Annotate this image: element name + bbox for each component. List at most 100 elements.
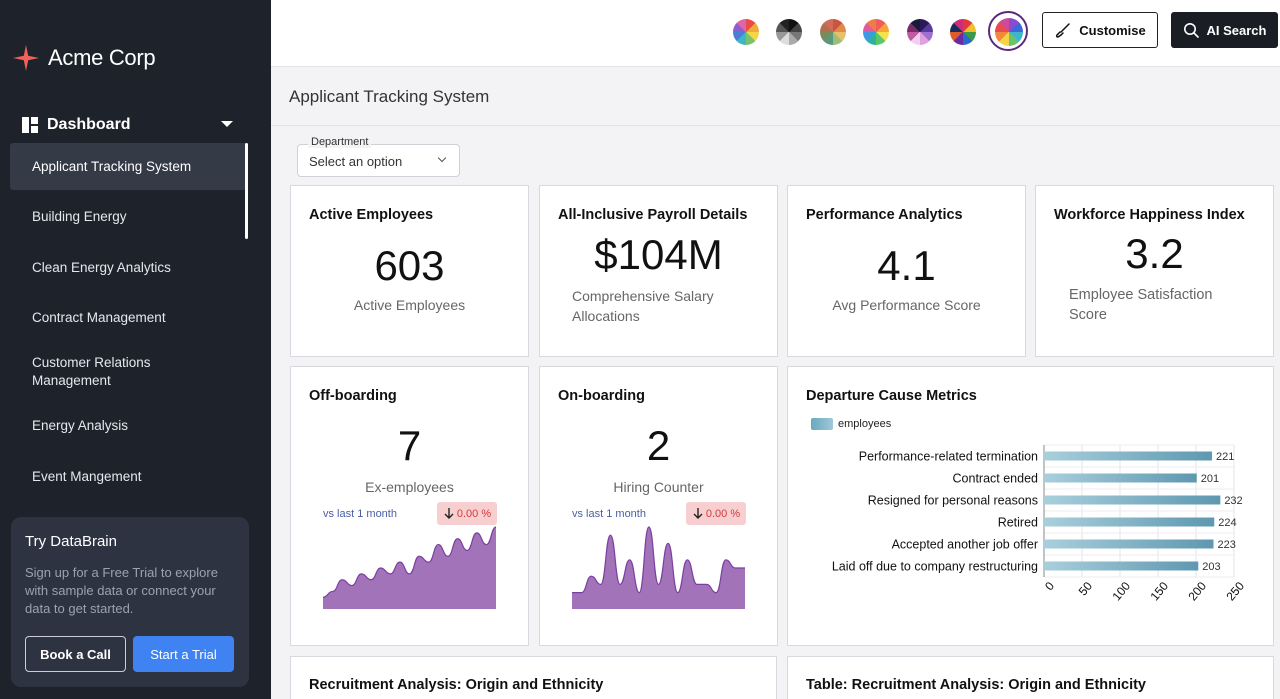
start-trial-button[interactable]: Start a Trial	[133, 636, 234, 672]
book-call-button[interactable]: Book a Call	[25, 636, 126, 672]
offboarding-sparkline-area	[323, 527, 496, 609]
kpi-value: $104M	[594, 231, 723, 278]
bar-value-label: 232	[1224, 495, 1242, 507]
kpi-value: 603	[374, 242, 445, 289]
customise-label: Customise	[1079, 22, 1146, 38]
kpi-value: 4.1	[877, 242, 936, 289]
bar[interactable]	[1044, 495, 1221, 505]
bar[interactable]	[1044, 561, 1199, 571]
bar-category-label: Retired	[998, 516, 1038, 530]
bar[interactable]	[1044, 517, 1215, 527]
palette-bold-icon[interactable]	[950, 19, 976, 45]
search-icon	[1183, 23, 1199, 38]
x-tick-label: 100	[1109, 579, 1133, 604]
star-logo-icon	[13, 45, 39, 71]
brand[interactable]: Acme Corp	[12, 42, 156, 74]
sidebar-item-energy-analysis[interactable]: Energy Analysis	[32, 418, 129, 433]
palette-earth-icon[interactable]	[820, 19, 846, 45]
bar-value-label: 223	[1217, 539, 1235, 551]
trend-comparison-label: vs last 1 month	[323, 508, 397, 520]
palette-rainbow-icon[interactable]	[733, 19, 759, 45]
kpi-title: All-Inclusive Payroll Details	[558, 207, 748, 223]
department-select[interactable]: Department Select an option	[297, 136, 460, 177]
recruitment-table-card: Table: Recruitment Analysis: Origin and …	[787, 656, 1274, 699]
bar-category-label: Laid off due to company restructuring	[832, 560, 1038, 574]
bar-category-label: Accepted another job offer	[892, 538, 1038, 552]
ai-search-label: AI Search	[1206, 22, 1267, 38]
sidebar-item-crm[interactable]: Customer Relations Management	[32, 355, 151, 388]
kpi-subtitle: Comprehensive Salary Allocations	[572, 288, 714, 324]
dashboard-icon	[22, 117, 38, 133]
trend-title: Off-boarding	[309, 388, 397, 404]
card-title: Table: Recruitment Analysis: Origin and …	[806, 677, 1146, 693]
trend-delta-value: 0.00 %	[705, 507, 741, 520]
trend-title: On-boarding	[558, 388, 645, 404]
sidebar-item-contract-management[interactable]: Contract Management	[32, 310, 166, 325]
sidebar-item-building-energy[interactable]: Building Energy	[32, 209, 127, 224]
legend-label: employees	[838, 418, 892, 430]
chart-legend[interactable]: employees	[811, 418, 891, 430]
customise-button[interactable]: Customise	[1042, 12, 1158, 48]
onboarding-sparkline-line	[572, 526, 745, 594]
page-title: Applicant Tracking System	[289, 87, 490, 106]
offboarding-sparkline	[323, 526, 497, 609]
palette-selected-icon[interactable]	[995, 18, 1023, 46]
onboarding-sparkline	[572, 526, 745, 609]
kpi-subtitle: Avg Performance Score	[832, 297, 981, 313]
x-tick-label: 150	[1147, 579, 1171, 604]
trial-description: Sign up for a Free Trial to explore with…	[25, 565, 218, 616]
sidebar-item-clean-energy[interactable]: Clean Energy Analytics	[32, 259, 171, 275]
bar-category-label: Resigned for personal reasons	[868, 494, 1038, 508]
kpi-subtitle: Active Employees	[353, 297, 466, 313]
caret-down-icon	[221, 121, 233, 127]
kpi-card-performance: Performance Analytics 4.1 Avg Performanc…	[787, 185, 1026, 357]
kpi-card-payroll: All-Inclusive Payroll Details $104M Comp…	[539, 185, 778, 357]
trend-delta-value: 0.00 %	[456, 507, 492, 520]
departure-chart-card: Departure Cause Metrics employees Perfor…	[787, 366, 1274, 646]
sidebar: Acme Corp Dashboard Applicant Tracking S…	[0, 0, 271, 699]
x-tick-label: 0	[1042, 579, 1057, 593]
trend-card-onboarding: On-boarding 2 Hiring Counter vs last 1 m…	[539, 366, 778, 646]
trend-value: 2	[646, 422, 671, 469]
sidebar-scrollbar[interactable]	[245, 143, 248, 239]
offboarding-sparkline-line	[323, 526, 497, 598]
bar-category-label: Contract ended	[953, 472, 1039, 486]
kpi-title: Active Employees	[309, 207, 434, 223]
trend-subtitle: Hiring Counter	[613, 479, 704, 495]
dashboard-section-title: Dashboard	[47, 116, 131, 133]
trend-card-offboarding: Off-boarding 7 Ex-employees vs last 1 mo…	[290, 366, 529, 646]
onboarding-sparkline-area	[572, 527, 745, 609]
legend-swatch	[811, 418, 833, 430]
palette-purple-icon[interactable]	[907, 19, 933, 45]
sidebar-nav: Applicant Tracking System Building Energ…	[10, 143, 248, 504]
palette-selected-ring[interactable]	[988, 11, 1028, 51]
x-tick-label: 250	[1223, 579, 1247, 604]
topbar: Customise AI Search	[271, 0, 1280, 67]
trend-delta-badge: 0.00 %	[686, 502, 746, 525]
dashboard-section-toggle[interactable]: Dashboard	[22, 112, 237, 138]
x-tick-label: 50	[1076, 579, 1096, 598]
kpi-value: 3.2	[1125, 230, 1184, 277]
sidebar-item-event-management[interactable]: Event Mangement	[32, 468, 142, 484]
card-title: Recruitment Analysis: Origin and Ethnici…	[309, 677, 604, 693]
trend-subtitle: Ex-employees	[365, 479, 454, 495]
trial-card: Try DataBrain Sign up for a Free Trial t…	[11, 517, 249, 687]
bar-value-label: 224	[1218, 517, 1236, 529]
kpi-title: Performance Analytics	[806, 207, 963, 223]
bar[interactable]	[1044, 473, 1197, 483]
recruitment-chart-card: Recruitment Analysis: Origin and Ethnici…	[290, 656, 777, 699]
palette-vivid-icon[interactable]	[863, 19, 889, 45]
chevron-down-icon	[437, 153, 447, 163]
department-label: Department	[308, 136, 372, 148]
bar[interactable]	[1044, 451, 1212, 461]
ai-search-button[interactable]: AI Search	[1171, 12, 1278, 48]
sidebar-item-applicant-tracking[interactable]: Applicant Tracking System	[10, 143, 248, 190]
bar[interactable]	[1044, 539, 1214, 549]
departure-bar-chart: Performance-related termination 221 Contra…	[832, 444, 1247, 604]
chart-title: Departure Cause Metrics	[806, 388, 977, 404]
department-value: Select an option	[309, 154, 403, 169]
brand-name: Acme Corp	[48, 45, 156, 70]
palette-grayscale-icon[interactable]	[776, 19, 802, 45]
trend-value: 7	[397, 422, 422, 469]
trend-comparison-label: vs last 1 month	[572, 508, 646, 520]
